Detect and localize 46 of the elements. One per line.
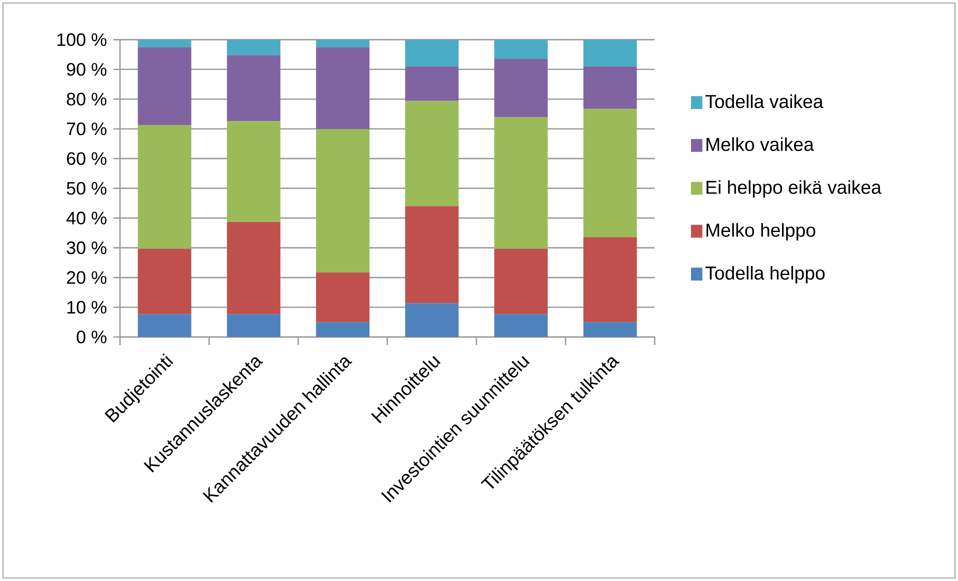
bar — [583, 237, 637, 322]
y-tick-label: 20 % — [66, 271, 106, 284]
y-tick-label: 40 % — [66, 212, 106, 224]
bar — [316, 129, 370, 272]
bar — [583, 108, 637, 238]
bar — [494, 314, 548, 337]
bar — [316, 47, 370, 130]
bar — [405, 40, 459, 66]
legend-label: Todella vaikea — [705, 94, 824, 108]
bar — [226, 55, 280, 122]
y-tick-label: 100 % — [57, 33, 106, 46]
bar — [405, 100, 459, 206]
y-tick-label: 80 % — [66, 92, 106, 106]
bar — [405, 303, 459, 337]
legend-label: Melko vaikea — [706, 137, 814, 152]
bar — [138, 47, 192, 125]
bar — [494, 248, 548, 314]
bar — [583, 66, 637, 109]
bar — [226, 121, 280, 222]
bar — [226, 40, 280, 56]
y-tick-label: 50 % — [66, 182, 106, 195]
y-tick-label: 70 % — [66, 122, 106, 136]
y-tick-label: 90 % — [66, 63, 106, 76]
bar — [494, 40, 548, 59]
bar — [316, 322, 370, 337]
y-tick-label: 0 % — [76, 330, 106, 344]
legend-label: Ei helppo eikä vaikea — [706, 180, 882, 198]
y-tick-label: 30 % — [66, 241, 106, 254]
bar — [138, 40, 192, 48]
bar — [316, 272, 370, 322]
bar — [405, 206, 459, 304]
legend-label: Melko helppo — [706, 223, 816, 240]
bar — [583, 40, 637, 66]
y-tick-label: 60 % — [66, 152, 106, 165]
bar — [494, 58, 548, 117]
y-tick-label: 10 % — [67, 300, 106, 314]
legend-label: Todella helppo — [705, 266, 825, 284]
bar — [138, 248, 192, 314]
bar — [138, 124, 192, 249]
bar — [494, 116, 548, 249]
bar — [138, 314, 192, 337]
bar — [405, 66, 459, 101]
bar — [226, 222, 280, 314]
bar — [316, 40, 370, 48]
bar — [583, 322, 637, 337]
bar — [226, 314, 280, 337]
